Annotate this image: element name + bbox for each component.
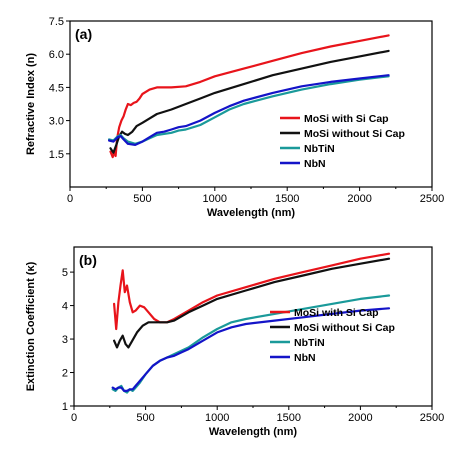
series-line-2 bbox=[109, 49, 390, 154]
y-tick-label: 6.0 bbox=[49, 49, 64, 61]
chart-panel-1: 0 500 1000 1500 2000 2500 1.5 3.0 4.5 6.0 7.5 Wavel… bbox=[25, 16, 444, 219]
x-tick-label: 1500 bbox=[277, 412, 301, 424]
series-line-4 bbox=[108, 74, 390, 146]
x-axis-label: Wavelength (nm) bbox=[207, 207, 296, 219]
y-tick-label: 3.0 bbox=[49, 116, 64, 128]
legend-label-3: NbTiN bbox=[304, 143, 335, 155]
x-tick-label: 1000 bbox=[205, 412, 229, 424]
series-line-1 bbox=[113, 252, 391, 331]
series-line-4 bbox=[111, 307, 391, 392]
y-tick-label: 3 bbox=[62, 334, 68, 346]
y-tick-label: 4 bbox=[62, 301, 68, 313]
x-tick-label: 2500 bbox=[420, 412, 444, 424]
legend-label-3: NbTiN bbox=[294, 337, 325, 349]
y-axis-label: Refractive Index (n) bbox=[25, 53, 37, 155]
legend-label-2: MoSi without Si Cap bbox=[294, 322, 395, 334]
panel-label: (b) bbox=[79, 252, 97, 268]
series-line-1 bbox=[109, 34, 390, 159]
legend-label-4: NbN bbox=[294, 352, 316, 364]
legend-label-2: MoSi without Si Cap bbox=[304, 128, 405, 140]
panel-label: (a) bbox=[75, 26, 92, 42]
x-tick-label: 0 bbox=[71, 412, 77, 424]
x-tick-label: 0 bbox=[67, 193, 73, 205]
legend-label-1: MoSi with Si Cap bbox=[294, 307, 379, 319]
y-tick-label: 1 bbox=[62, 401, 68, 413]
y-tick-label: 1.5 bbox=[49, 149, 64, 161]
y-tick-label: 7.5 bbox=[49, 16, 64, 28]
plot-frame bbox=[69, 20, 433, 188]
y-tick-label: 4.5 bbox=[49, 82, 64, 94]
series-line-2 bbox=[113, 257, 391, 349]
legend-label-1: MoSi with Si Cap bbox=[304, 113, 389, 125]
x-tick-label: 2500 bbox=[420, 193, 444, 205]
legend-label-4: NbN bbox=[304, 158, 326, 170]
x-tick-label: 2000 bbox=[348, 412, 372, 424]
x-tick-label: 500 bbox=[133, 193, 151, 205]
chart-panel-2: 0 500 1000 1500 2000 2500 1 2 3 4 5 Wavelength (nm)… bbox=[25, 246, 444, 438]
x-tick-label: 1000 bbox=[203, 193, 227, 205]
x-tick-label: 1500 bbox=[275, 193, 299, 205]
y-tick-label: 2 bbox=[62, 368, 68, 380]
x-axis-label: Wavelength (nm) bbox=[209, 426, 298, 438]
x-tick-label: 500 bbox=[136, 412, 154, 424]
y-axis-label: Extinction Coefficient (κ) bbox=[25, 261, 37, 391]
x-tick-label: 2000 bbox=[347, 193, 371, 205]
y-tick-label: 5 bbox=[62, 267, 68, 279]
